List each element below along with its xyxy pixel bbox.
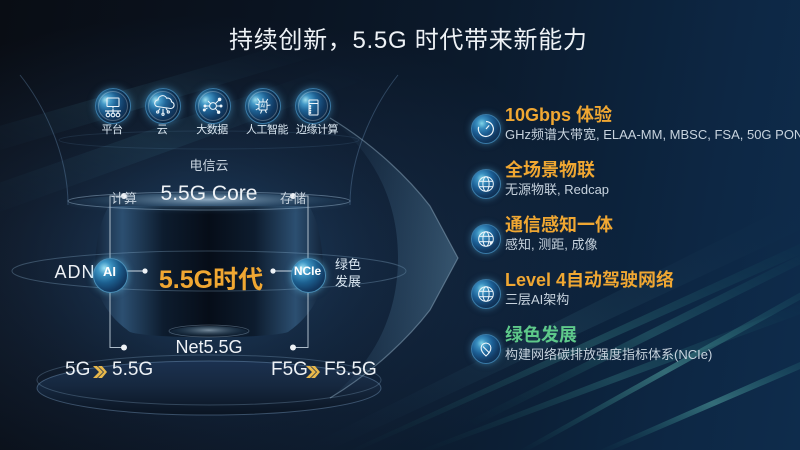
- svg-text:AI: AI: [260, 103, 265, 109]
